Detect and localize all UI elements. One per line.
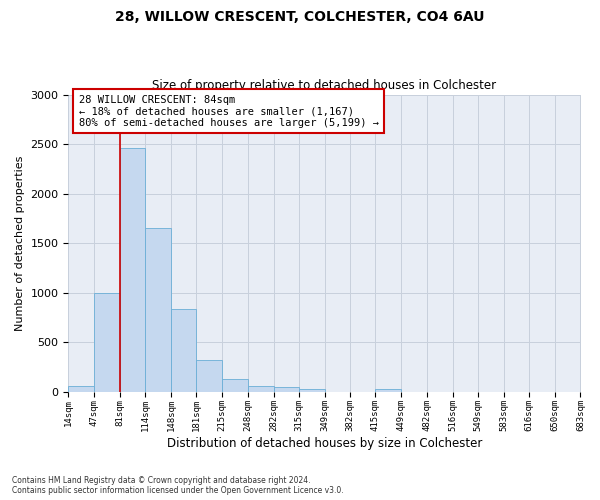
- Y-axis label: Number of detached properties: Number of detached properties: [15, 156, 25, 330]
- Bar: [68, 386, 94, 392]
- Text: 28, WILLOW CRESCENT, COLCHESTER, CO4 6AU: 28, WILLOW CRESCENT, COLCHESTER, CO4 6AU: [115, 10, 485, 24]
- Text: 28 WILLOW CRESCENT: 84sqm
← 18% of detached houses are smaller (1,167)
80% of se: 28 WILLOW CRESCENT: 84sqm ← 18% of detac…: [79, 94, 379, 128]
- Bar: [94, 292, 119, 392]
- Bar: [248, 386, 274, 392]
- Bar: [171, 310, 196, 392]
- Bar: [376, 388, 401, 392]
- Bar: [299, 388, 325, 392]
- Bar: [196, 360, 222, 392]
- Bar: [119, 148, 145, 392]
- Bar: [274, 387, 299, 392]
- X-axis label: Distribution of detached houses by size in Colchester: Distribution of detached houses by size …: [167, 437, 482, 450]
- Text: Contains HM Land Registry data © Crown copyright and database right 2024.
Contai: Contains HM Land Registry data © Crown c…: [12, 476, 344, 495]
- Bar: [222, 378, 248, 392]
- Title: Size of property relative to detached houses in Colchester: Size of property relative to detached ho…: [152, 79, 497, 92]
- Bar: [145, 228, 171, 392]
